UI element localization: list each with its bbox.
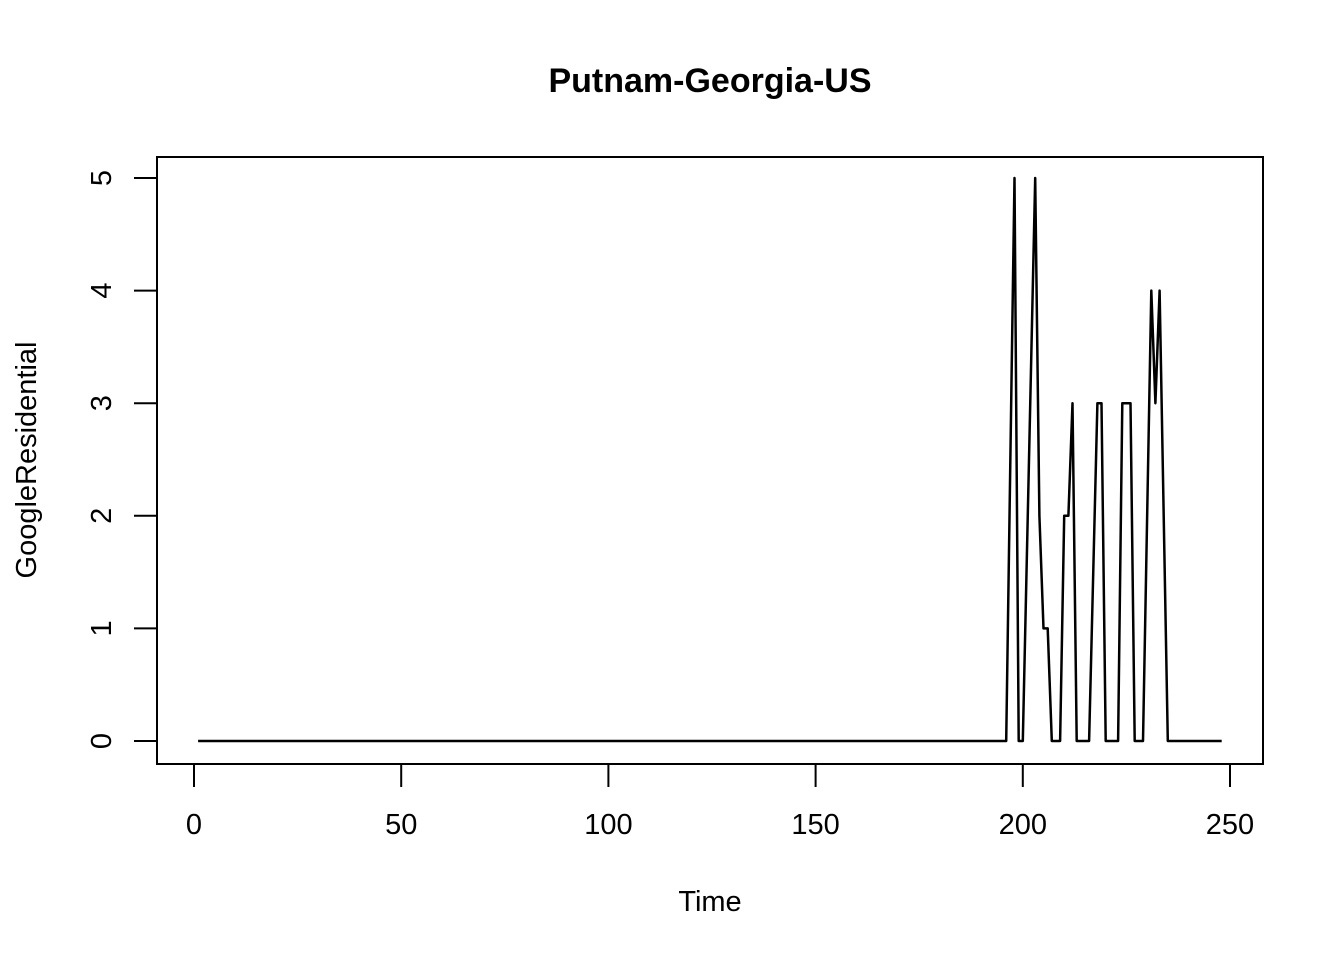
x-tick-label: 200 xyxy=(999,809,1047,841)
y-tick-label: 2 xyxy=(86,508,118,524)
x-axis-label: Time xyxy=(678,886,741,918)
y-axis: 0 1 2 3 4 5 xyxy=(86,170,158,749)
y-tick-label: 0 xyxy=(86,733,118,749)
x-axis: 0 50 100 150 200 250 xyxy=(186,763,1254,841)
y-tick-label: 4 xyxy=(86,283,118,299)
chart-title: Putnam-Georgia-US xyxy=(548,62,871,100)
x-tick-label: 100 xyxy=(584,809,632,841)
y-tick-label: 1 xyxy=(86,620,118,636)
x-tick-label: 0 xyxy=(186,809,202,841)
y-tick-label: 3 xyxy=(86,395,118,411)
y-tick-label: 5 xyxy=(86,170,118,186)
y-axis-label: GoogleResidential xyxy=(11,342,43,579)
series-line xyxy=(198,176,1222,743)
x-tick-label: 250 xyxy=(1206,809,1254,841)
x-tick-label: 150 xyxy=(791,809,839,841)
x-tick-label: 50 xyxy=(385,809,417,841)
